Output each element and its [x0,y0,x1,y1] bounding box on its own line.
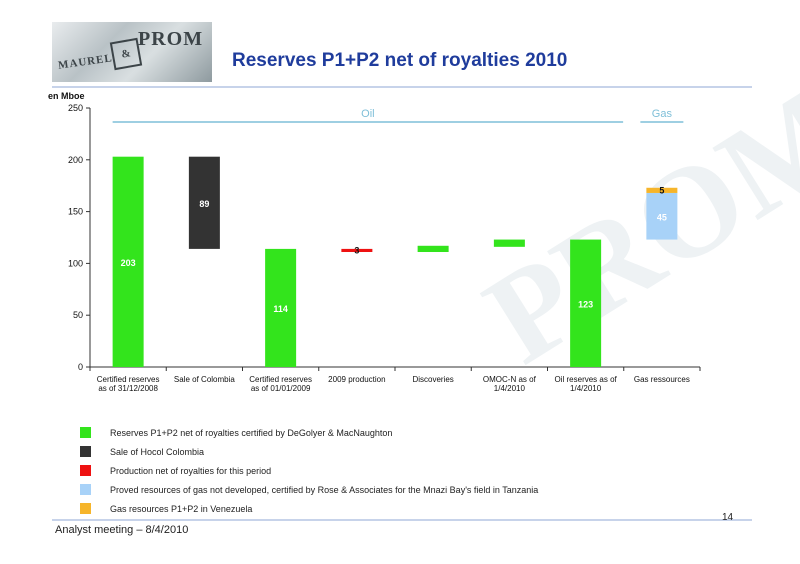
y-tick-label: 250 [68,103,83,113]
legend-item: Sale of Hocol Colombia [80,446,538,458]
waterfall-bar [341,248,373,253]
legend-swatch-red [80,465,91,476]
data-label: 3 [354,245,359,255]
y-tick-label: 150 [68,207,83,217]
legend-label: Proved resources of gas not developed, c… [110,485,539,495]
data-label: 89 [199,199,209,209]
data-label: 114 [273,304,288,314]
legend-swatch-light-blue [80,484,91,495]
waterfall-bar [646,192,678,240]
x-tick-label: Certified reserves [97,375,160,384]
x-tick-label: Sale of Colombia [174,375,235,384]
x-tick-label: as of 01/01/2009 [251,384,311,393]
x-tick-label: 1/4/2010 [494,384,526,393]
x-tick-label: Discoveries [412,375,453,384]
waterfall-bar [493,239,525,247]
legend-item: Reserves P1+P2 net of royalties certifie… [80,427,538,439]
y-tick-label: 100 [68,258,83,268]
x-tick-label: Certified reserves [249,375,312,384]
waterfall-bar [417,245,449,253]
data-label: 45 [657,212,667,222]
footer-text: Analyst meeting – 8/4/2010 [55,524,189,536]
waterfall-bar [646,187,678,193]
legend-swatch-green [80,427,91,438]
y-axis-label: en Mboe [48,91,85,101]
x-tick-label: Gas ressources [634,375,690,384]
group-label: Oil [361,108,374,120]
waterfall-bar [112,156,144,367]
legend-label: Gas resources P1+P2 in Venezuela [110,504,253,514]
data-label: 5 [659,185,664,195]
page-number: 14 [722,512,734,523]
footer-divider [52,519,752,521]
waterfall-bar [570,239,602,367]
legend-swatch-dark [80,446,91,457]
waterfall-bar [188,156,220,249]
legend-item: Gas resources P1+P2 in Venezuela [80,503,538,515]
logo-text-prom: PROM [138,28,204,50]
legend-swatch-orange [80,503,91,514]
legend-label: Production net of royalties for this per… [110,466,272,476]
title-divider [52,86,752,88]
legend-item: Production net of royalties for this per… [80,465,538,477]
waterfall-chart: en Mboe 0 50 100 150 200 250 Certified reserves… [48,91,701,393]
y-tick-label: 50 [73,310,83,320]
x-tick-label: Oil reserves as of [555,375,618,384]
legend-item: Proved resources of gas not developed, c… [80,484,538,496]
waterfall-bar [265,248,297,367]
data-label: 203 [121,258,136,268]
page-title: Reserves P1+P2 net of royalties 2010 [232,50,568,71]
x-tick-label: OMOC-N as of [483,375,537,384]
legend-label: Reserves P1+P2 net of royalties certifie… [110,428,393,438]
x-tick-label: 2009 production [328,375,385,384]
data-label: 123 [578,299,593,309]
y-tick-label: 200 [68,155,83,165]
group-label: Gas [652,108,673,120]
x-tick-label: as of 31/12/2008 [98,384,158,393]
y-tick-label: 0 [78,362,83,372]
legend-label: Sale of Hocol Colombia [110,447,205,457]
x-tick-label: 1/4/2010 [570,384,602,393]
company-logo: MAUREL & PROM [52,22,212,82]
chart-legend: Reserves P1+P2 net of royalties certifie… [80,427,538,522]
